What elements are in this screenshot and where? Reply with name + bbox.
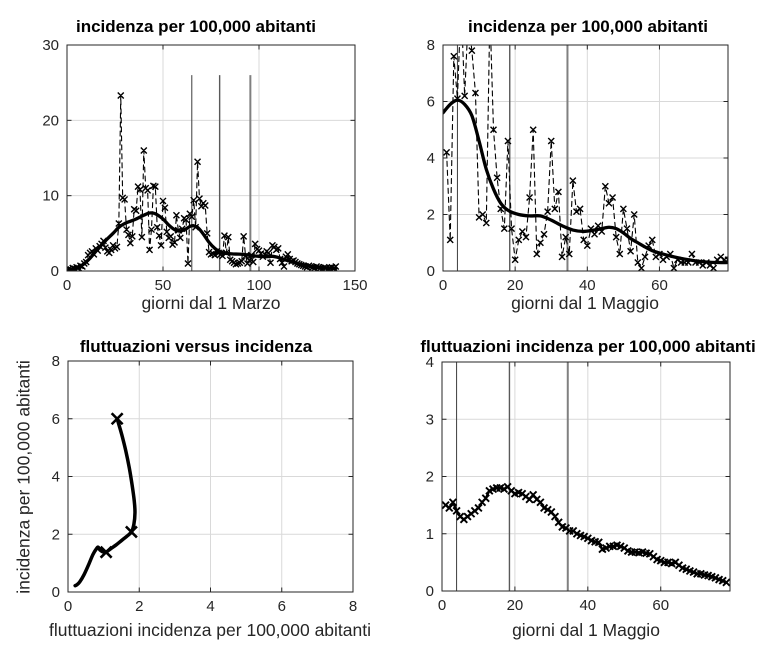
- x-tick-label: 8: [349, 598, 357, 615]
- x-tick-label: 2: [135, 598, 143, 615]
- subplot-incidenza-marzo: incidenza per 100,000 abitanti 0 50 100 150…: [0, 0, 392, 329]
- tick-labels: 0 2 4 6 8 0 2 4 6 8: [52, 353, 358, 615]
- y-tick-label: 10: [42, 188, 59, 205]
- chart-title: fluttuazioni incidenza per 100,000 abita…: [420, 337, 756, 356]
- x-markers: [442, 482, 730, 587]
- chart-title: fluttuazioni versus incidenza: [79, 337, 313, 356]
- y-tick-label: 0: [52, 584, 60, 601]
- y-tick-label: 8: [427, 37, 435, 54]
- y-tick-label: 4: [427, 150, 435, 167]
- axes-box: [67, 360, 354, 593]
- plot-area-incidenza-maggio: 0 20 40 60 0 2 4 6 8: [427, 37, 729, 294]
- y-tick-label: 2: [52, 526, 60, 543]
- x-tick-label: 0: [64, 598, 72, 615]
- axes-box: [441, 361, 731, 592]
- x-tick-label: 4: [206, 598, 214, 615]
- axes-box: [442, 44, 729, 272]
- plot-area-fluttuazioni-vs-incidenza: 0 2 4 6 8 0 2 4 6 8: [52, 353, 358, 615]
- series-0: [442, 482, 730, 587]
- y-tick-label: 4: [426, 354, 434, 371]
- x-tick-label: 40: [579, 277, 596, 294]
- plot-area-fluttuazioni-maggio: 0 20 40 60 0 1 2 3 4: [426, 354, 731, 614]
- y-tick-label: 6: [427, 94, 435, 111]
- y-tick-label: 0: [426, 583, 434, 600]
- subplot-fluttuazioni-maggio: fluttuazioni incidenza per 100,000 abita…: [392, 329, 784, 658]
- y-tick-label: 1: [426, 526, 434, 543]
- x-tick-label: 60: [652, 597, 669, 614]
- series-1: [443, 98, 728, 265]
- x-axis-label: giorni dal 1 Marzo: [141, 293, 281, 313]
- y-tick-label: 8: [52, 353, 60, 370]
- y-tick-label: 0: [427, 263, 435, 280]
- x-tick-label: 20: [507, 597, 524, 614]
- tick-labels: 0 20 40 60 0 1 2 3 4: [426, 354, 669, 614]
- subplot-fluttuazioni-vs-incidenza: fluttuazioni versus incidenza 0 2 4 6 8 0 2 4 6 8…: [0, 329, 392, 658]
- y-tick-label: 20: [42, 112, 59, 129]
- axes-box: [66, 44, 356, 272]
- x-tick-label: 0: [438, 597, 446, 614]
- x-tick-label: 20: [507, 277, 524, 294]
- x-tick-label: 0: [439, 277, 447, 294]
- x-tick-label: 40: [579, 597, 596, 614]
- plot-area-incidenza-marzo: 0 50 100 150 0 10 20 30: [42, 37, 367, 294]
- x-axis-label: giorni dal 1 Maggio: [512, 620, 660, 640]
- event-vlines: [456, 45, 569, 271]
- x-tick-label: 150: [342, 277, 367, 294]
- y-tick-label: 0: [51, 263, 59, 280]
- x-markers: [67, 91, 340, 271]
- chart-title: incidenza per 100,000 abitanti: [76, 17, 316, 36]
- series-0: [73, 417, 137, 588]
- gridlines: [443, 44, 728, 271]
- gridlines: [442, 361, 730, 591]
- x-tick-label: 6: [278, 598, 286, 615]
- chart-title: incidenza per 100,000 abitanti: [468, 17, 708, 36]
- x-tick-label: 100: [246, 277, 271, 294]
- series-0: [67, 91, 340, 271]
- x-axis-label: giorni dal 1 Maggio: [511, 293, 659, 313]
- x-tick-label: 60: [651, 277, 668, 294]
- series-1: [67, 211, 338, 271]
- y-tick-label: 6: [52, 411, 60, 428]
- x-tick-label: 0: [63, 277, 71, 294]
- y-tick-label: 30: [42, 37, 59, 54]
- y-tick-label: 4: [52, 469, 60, 486]
- y-tick-label: 2: [426, 469, 434, 486]
- x-tick-label: 50: [155, 277, 172, 294]
- x-axis-label: fluttuazioni incidenza per 100,000 abita…: [48, 620, 372, 640]
- highlight-x-markers: [99, 412, 138, 559]
- event-vlines: [456, 362, 569, 591]
- y-tick-label: 2: [427, 207, 435, 224]
- y-tick-label: 3: [426, 411, 434, 428]
- tick-labels: 0 50 100 150 0 10 20 30: [42, 37, 367, 294]
- event-vlines: [191, 75, 252, 271]
- y-axis-label: incidenza per 100,000 abitanti: [13, 360, 34, 594]
- subplot-incidenza-maggio: incidenza per 100,000 abitanti 0 20 40 60 0 2…: [392, 0, 784, 329]
- tick-labels: 0 20 40 60 0 2 4 6 8: [427, 37, 668, 294]
